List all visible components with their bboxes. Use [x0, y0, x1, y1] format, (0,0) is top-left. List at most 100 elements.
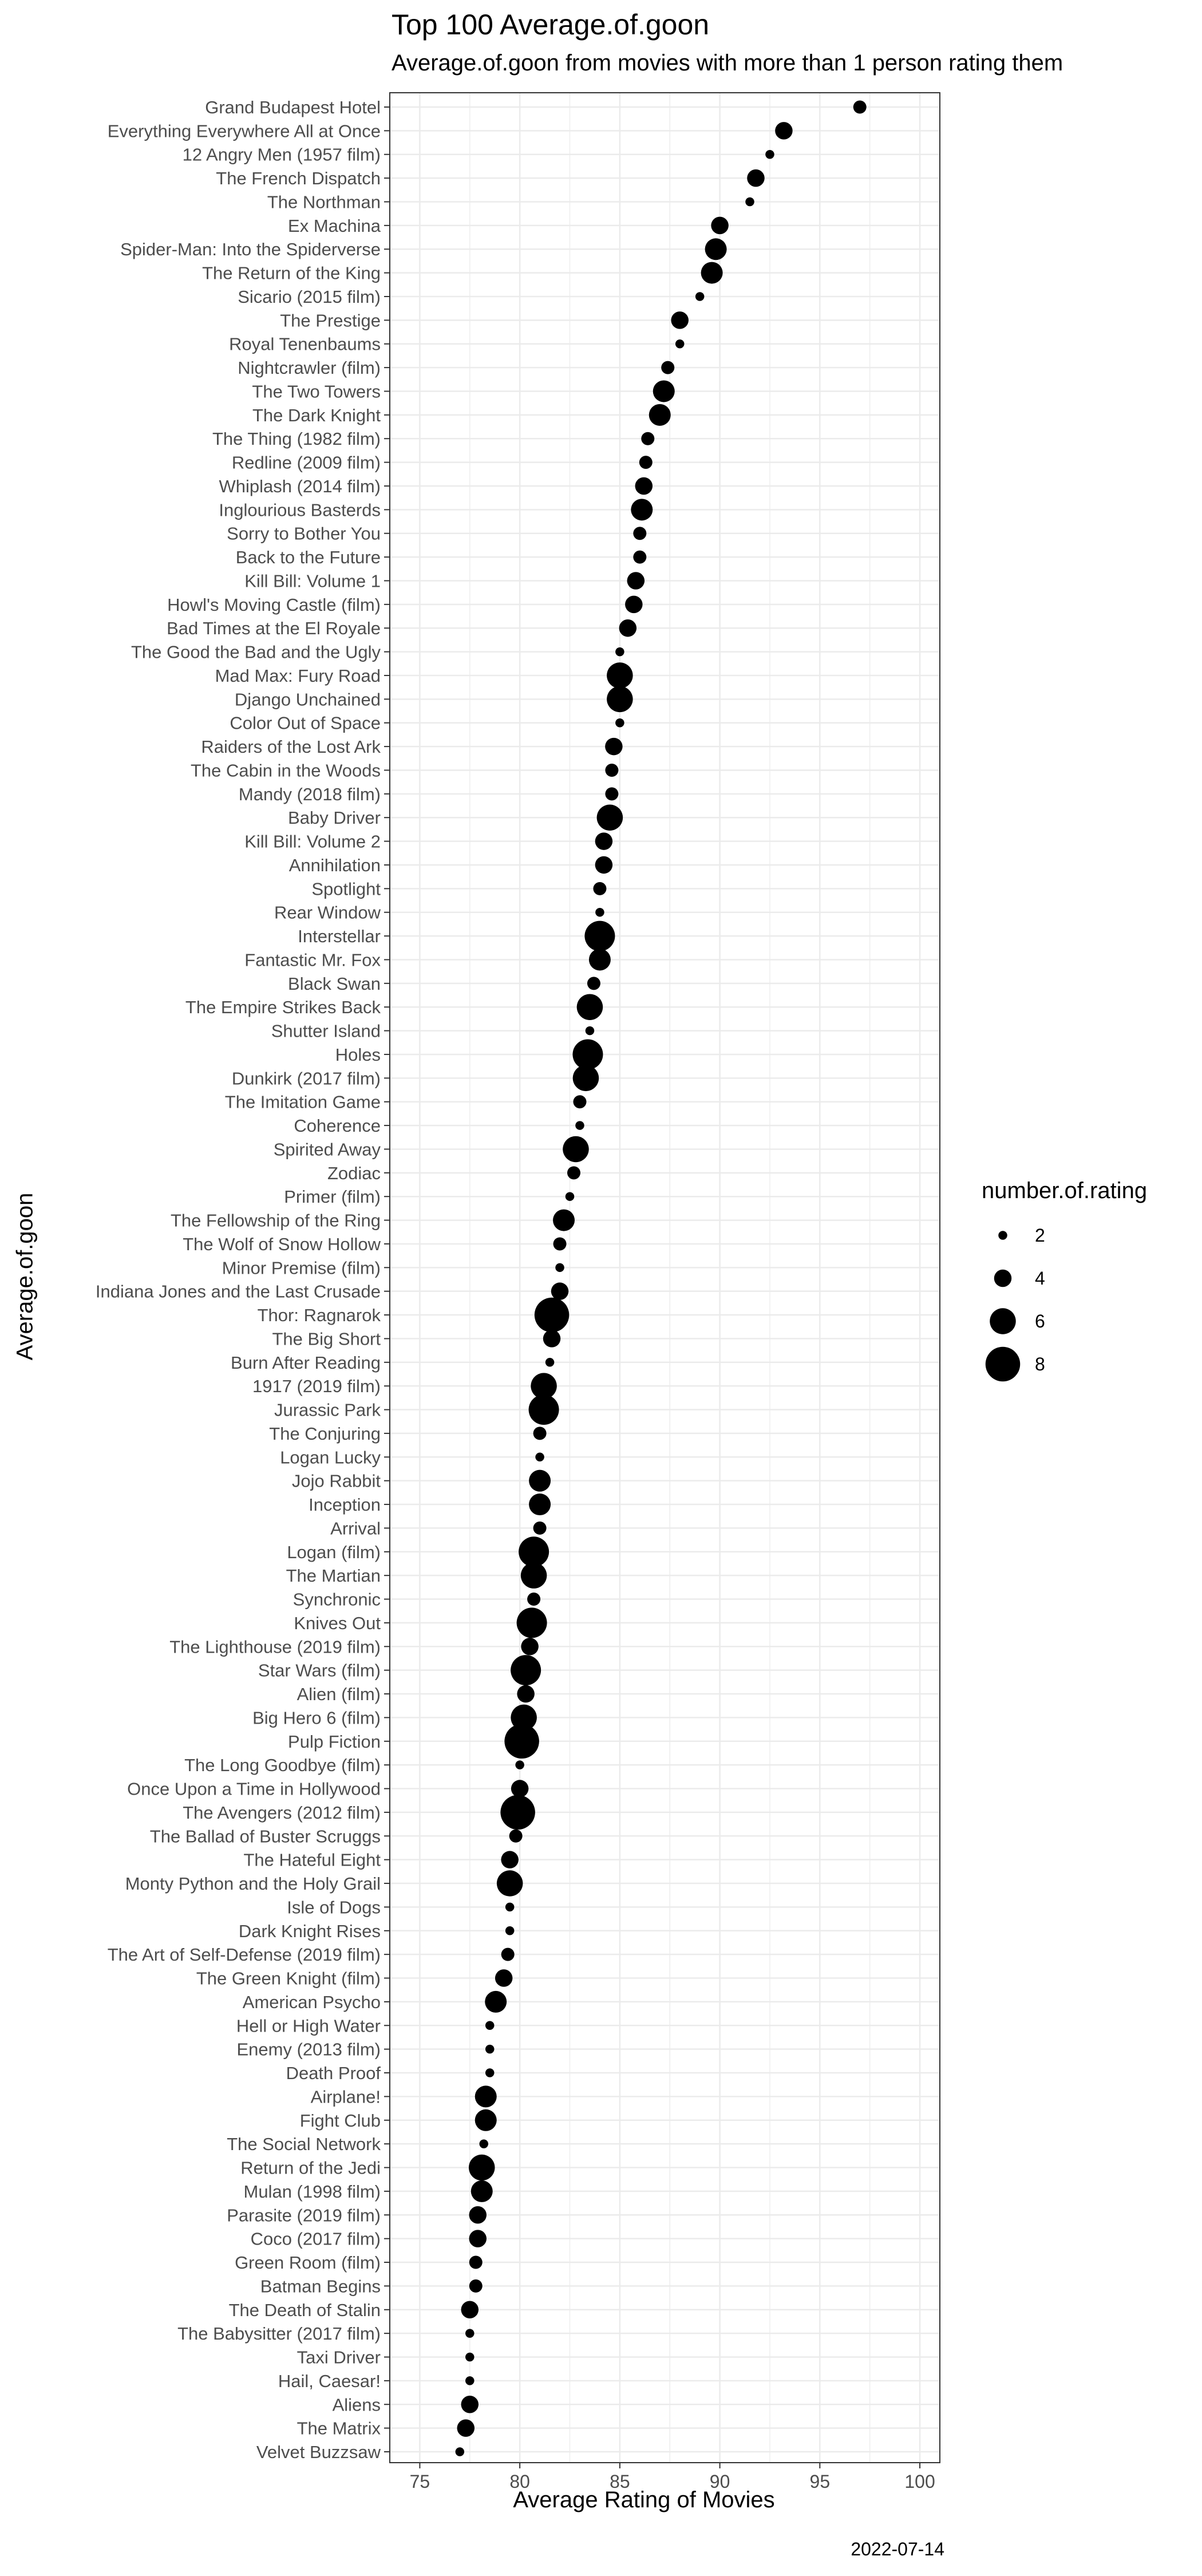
data-point — [661, 361, 675, 374]
data-point — [461, 2396, 479, 2413]
y-tick-label: Enemy (2013 film) — [236, 2040, 381, 2060]
y-tick-label: Knives Out — [294, 1613, 381, 1633]
y-tick-label: Arrival — [330, 1518, 381, 1538]
data-point — [607, 662, 633, 689]
data-point — [495, 1969, 513, 1987]
data-point — [639, 456, 653, 469]
data-point — [555, 1263, 564, 1273]
data-point — [485, 2068, 495, 2077]
legend-key — [985, 1346, 1021, 1382]
y-tick-label: Spider-Man: Into the Spiderverse — [120, 239, 381, 259]
y-tick-label: The Social Network — [227, 2134, 381, 2154]
y-tick-label: Batman Begins — [260, 2276, 381, 2296]
y-tick-label: Sorry to Bother You — [227, 524, 381, 544]
y-tick-label: Aliens — [333, 2395, 381, 2415]
data-point — [633, 527, 647, 540]
data-point — [465, 2329, 475, 2338]
data-point — [587, 977, 600, 990]
y-tick-label: Jurassic Park — [274, 1400, 381, 1420]
data-points — [455, 100, 867, 2456]
y-tick-label: Zodiac — [327, 1163, 381, 1183]
legend-label: 6 — [1035, 1311, 1045, 1332]
y-tick-label: The Green Knight (film) — [196, 1969, 381, 1989]
data-point — [588, 949, 611, 971]
y-tick-label: Nightcrawler (film) — [238, 358, 381, 378]
data-point — [595, 907, 604, 917]
data-point — [511, 1780, 529, 1797]
data-point — [535, 1452, 544, 1462]
data-point — [745, 197, 754, 207]
data-point — [605, 737, 623, 756]
data-point — [576, 994, 603, 1020]
y-tick-label: 1917 (2019 film) — [252, 1376, 381, 1396]
y-tick-label: The Matrix — [297, 2419, 381, 2439]
y-tick-label: Monty Python and the Holy Grail — [125, 1874, 381, 1894]
data-point — [533, 1521, 547, 1535]
y-tick-label: Grand Budapest Hotel — [205, 97, 381, 117]
legend-title: number.of.rating — [982, 1178, 1148, 1203]
y-tick-label: Star Wars (film) — [258, 1661, 381, 1681]
data-point — [553, 1237, 567, 1251]
data-point — [553, 1209, 575, 1231]
y-axis: Grand Budapest Hotel Everything Everywher… — [96, 97, 390, 2462]
y-tick-label: American Psycho — [243, 1992, 381, 2012]
y-tick-label: Once Upon a Time in Hollywood — [127, 1779, 381, 1799]
y-tick-label: The Imitation Game — [225, 1092, 381, 1112]
y-tick-label: Spirited Away — [274, 1139, 381, 1159]
x-axis: 75 80 85 90 95 100 — [410, 2463, 935, 2492]
chart-title: Top 100 Average.of.goon — [392, 9, 710, 41]
y-tick-label: The Good the Bad and the Ugly — [131, 642, 381, 662]
data-point — [653, 380, 675, 402]
data-point — [853, 100, 867, 114]
data-point — [465, 2352, 475, 2362]
legend-key — [994, 1269, 1012, 1287]
y-tick-label: Taxi Driver — [297, 2348, 381, 2368]
y-tick-label: Sicario (2015 film) — [238, 287, 381, 307]
data-point — [701, 262, 723, 284]
plot-background — [390, 93, 940, 2463]
data-point — [511, 1655, 541, 1686]
x-tick-label: 80 — [509, 2471, 530, 2492]
data-point — [516, 1607, 547, 1638]
legend-key — [990, 1308, 1016, 1334]
data-point — [531, 1373, 557, 1399]
data-point — [519, 1536, 549, 1567]
y-tick-label: Inception — [309, 1495, 381, 1515]
data-point — [584, 920, 615, 951]
y-tick-label: Fight Club — [300, 2111, 381, 2131]
y-tick-label: Pulp Fiction — [288, 1732, 381, 1752]
y-tick-label: The Fellowship of the Ring — [171, 1211, 381, 1231]
y-tick-label: Black Swan — [288, 974, 381, 994]
data-point — [500, 1795, 535, 1830]
y-tick-label: Logan Lucky — [280, 1447, 381, 1467]
data-point — [468, 2154, 495, 2181]
x-tick-label: 85 — [610, 2471, 630, 2492]
grid-lines — [390, 93, 940, 2463]
y-tick-label: The Two Towers — [252, 381, 381, 401]
y-tick-label: Logan (film) — [287, 1542, 381, 1562]
y-tick-label: The Big Short — [272, 1329, 381, 1349]
y-tick-label: Airplane! — [311, 2087, 381, 2107]
data-point — [529, 1469, 551, 1492]
data-point — [469, 2279, 483, 2293]
y-tick-label: Howl's Moving Castle (film) — [167, 595, 381, 615]
data-point — [575, 1121, 584, 1130]
legend-label: 4 — [1035, 1268, 1045, 1289]
chart-subtitle: Average.of.goon from movies with more th… — [392, 50, 1063, 76]
y-tick-label: Burn After Reading — [231, 1353, 381, 1373]
data-point — [625, 595, 643, 614]
data-point — [457, 2419, 475, 2437]
data-point — [593, 882, 607, 895]
y-tick-label: Raiders of the Lost Ark — [201, 737, 381, 757]
data-point — [775, 122, 793, 140]
y-tick-label: Death Proof — [286, 2063, 381, 2083]
data-point — [747, 169, 765, 187]
y-tick-label: Kill Bill: Volume 1 — [244, 571, 381, 591]
data-point — [595, 856, 613, 874]
data-point — [675, 339, 685, 349]
data-point — [572, 1065, 599, 1092]
data-point — [470, 2180, 493, 2202]
data-point — [705, 238, 727, 260]
y-tick-label: Everything Everywhere All at Once — [108, 121, 381, 141]
